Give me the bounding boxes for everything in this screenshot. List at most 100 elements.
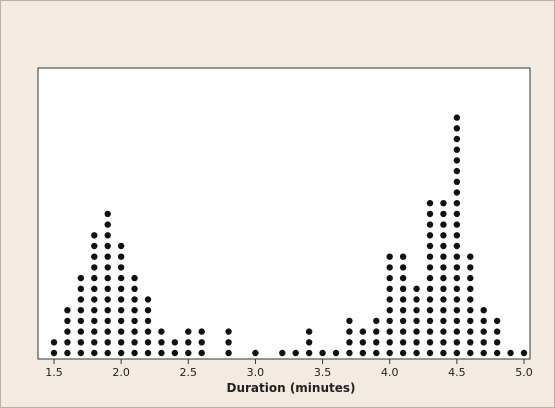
dot-28-0	[467, 349, 474, 357]
dot-26-4	[440, 307, 447, 314]
dot-27-15	[453, 189, 461, 196]
dot-1-4	[64, 307, 71, 314]
dot-6-4	[131, 307, 138, 314]
dot-5-3	[117, 317, 125, 325]
dot-23-0	[399, 349, 407, 357]
dot-20-1	[359, 339, 367, 346]
dot-25-6	[426, 285, 434, 292]
dot-7-5	[144, 296, 152, 303]
dot-5-5	[117, 296, 125, 303]
dot-3-9	[91, 253, 98, 260]
dot-27-0	[453, 349, 461, 357]
dot-28-8	[467, 264, 474, 271]
dot-3-8	[91, 264, 98, 271]
dot-30-3	[493, 317, 501, 325]
dot-1-1	[64, 339, 71, 346]
dot-6-1	[131, 339, 138, 346]
dot-3-0	[91, 349, 98, 357]
dot-19-3	[346, 317, 353, 325]
dot-24-1	[413, 339, 420, 346]
dot-25-10	[426, 242, 434, 250]
dot-2-0	[77, 349, 85, 357]
x-tick-label: 2.0	[112, 366, 130, 379]
dot-26-11	[440, 232, 447, 239]
dot-19-0	[346, 349, 353, 357]
dot-27-16	[453, 178, 461, 185]
dot-27-21	[453, 125, 461, 132]
dot-4-13	[104, 210, 111, 218]
dot-27-10	[453, 242, 461, 250]
x-tick-label: 3.0	[247, 366, 265, 379]
dot-23-3	[399, 317, 407, 325]
dot-28-7	[467, 274, 474, 282]
dot-2-5	[77, 296, 85, 303]
dot-27-19	[453, 146, 461, 153]
dot-12-2	[225, 328, 232, 335]
dot-25-12	[426, 221, 434, 228]
x-tick-label: 1.5	[45, 366, 63, 379]
dot-27-8	[453, 264, 461, 271]
dot-8-2	[158, 328, 165, 335]
dot-31-0	[507, 349, 514, 357]
dot-5-0	[117, 349, 125, 357]
dot-6-7	[131, 274, 138, 282]
dot-30-2	[493, 328, 501, 335]
dot-27-18	[453, 157, 461, 164]
dot-3-4	[91, 307, 98, 314]
dot-28-9	[467, 253, 474, 260]
dot-5-1	[117, 339, 125, 346]
dot-4-5	[104, 296, 111, 303]
dot-29-0	[480, 349, 487, 357]
x-axis-label: Duration (minutes)	[226, 381, 355, 395]
dot-6-2	[131, 328, 138, 335]
dot-22-9	[386, 253, 393, 260]
dot-26-10	[440, 242, 447, 250]
dot-25-0	[426, 349, 434, 357]
dot-3-5	[91, 296, 98, 303]
dot-21-0	[373, 349, 380, 357]
dot-3-10	[91, 242, 98, 250]
dot-22-4	[386, 307, 393, 314]
dot-4-12	[104, 221, 111, 228]
dot-27-12	[453, 221, 461, 228]
dot-26-0	[440, 349, 447, 357]
x-tick-label: 4.0	[381, 366, 399, 379]
dot-29-4	[480, 307, 487, 314]
dot-1-2	[64, 328, 71, 335]
x-tick-label: 5.0	[515, 366, 533, 379]
dot-24-5	[413, 296, 420, 303]
x-tick-label: 2.5	[180, 366, 198, 379]
dot-23-8	[399, 264, 407, 271]
dot-28-2	[467, 328, 474, 335]
dot-5-2	[117, 328, 125, 335]
dot-1-3	[64, 317, 71, 325]
dot-12-0	[225, 349, 232, 357]
dot-10-2	[185, 328, 192, 335]
dot-27-11	[453, 232, 461, 239]
dot-29-1	[480, 339, 487, 346]
dot-19-1	[346, 339, 353, 346]
dot-5-9	[117, 253, 125, 260]
dot-3-1	[91, 339, 98, 346]
dot-27-20	[453, 135, 461, 143]
dot-24-4	[413, 307, 420, 314]
dot-7-4	[144, 307, 152, 314]
dot-27-6	[453, 285, 461, 292]
dot-22-3	[386, 317, 393, 325]
dot-5-4	[117, 307, 125, 314]
dot-26-1	[440, 339, 447, 346]
dot-27-9	[453, 253, 461, 260]
dot-2-1	[77, 339, 85, 346]
dot-26-12	[440, 221, 447, 228]
x-tick-label: 4.5	[448, 366, 466, 379]
dot-4-2	[104, 328, 111, 335]
dot-30-0	[493, 349, 501, 357]
dot-24-0	[413, 349, 420, 357]
dot-23-6	[399, 285, 407, 292]
dot-28-1	[467, 339, 474, 346]
dot-3-2	[91, 328, 98, 335]
dot-2-3	[77, 317, 85, 325]
dot-24-2	[413, 328, 420, 335]
